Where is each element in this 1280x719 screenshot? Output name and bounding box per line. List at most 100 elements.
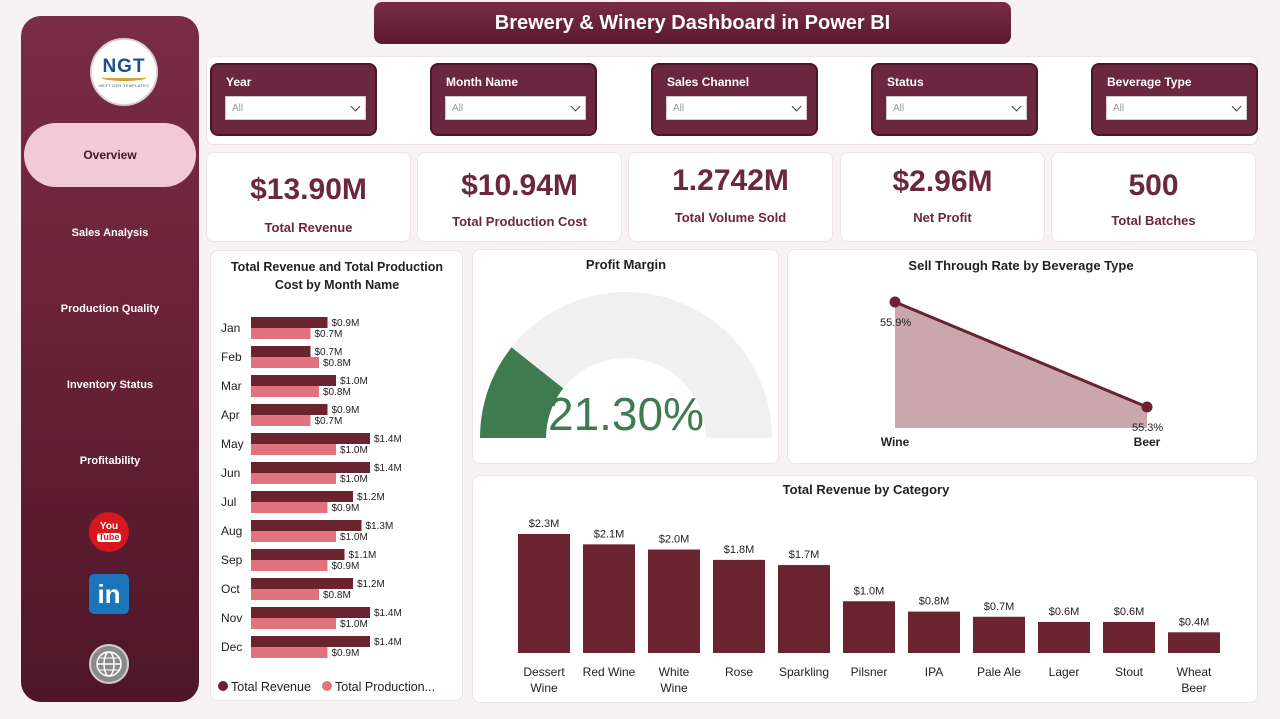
sell-through-rate-chart: Sell Through Rate by Beverage Type 55.9% 5… (880, 258, 1163, 449)
profit-margin-gauge: Profit Margin 21.30% (480, 257, 772, 440)
filter-month-name-value: All (452, 103, 464, 114)
kpi-value: 500 (1128, 169, 1179, 202)
month-label: Sep (221, 553, 243, 567)
production-cost-data-label: $1.0M (340, 532, 368, 543)
page-title: Brewery & Winery Dashboard in Power BI (374, 2, 1011, 44)
gauge-value-label: 21.30% (548, 388, 704, 440)
youtube-icon[interactable]: You Tube (89, 512, 129, 552)
revenue-bar (251, 491, 353, 502)
revenue-data-label: $1.4M (374, 463, 402, 474)
nav-profitability[interactable]: Profitability (21, 455, 199, 467)
production-cost-data-label: $0.8M (323, 358, 351, 369)
category-data-label: $0.8M (919, 596, 950, 608)
filter-year-select[interactable]: All (225, 96, 366, 120)
revenue-data-label: $1.4M (374, 608, 402, 619)
production-cost-data-label: $1.0M (340, 474, 368, 485)
filter-beverage-type-select[interactable]: All (1106, 96, 1247, 120)
category-axis-label: IPA (925, 665, 943, 679)
revenue-data-label: $1.4M (374, 637, 402, 648)
filter-beverage-type-label: Beverage Type (1107, 75, 1192, 89)
production-cost-bar (251, 531, 336, 542)
revenue-bar (251, 375, 336, 386)
category-axis-label: Red Wine (583, 665, 636, 679)
production-cost-bar (251, 444, 336, 455)
filter-month-name-label: Month Name (446, 75, 518, 89)
production-cost-data-label: $0.8M (323, 590, 351, 601)
category-bar (648, 549, 700, 653)
area-chart-title: Sell Through Rate by Beverage Type (908, 258, 1133, 273)
category-label: Wine (881, 435, 910, 449)
filter-sales-channel-label: Sales Channel (667, 75, 750, 89)
month-label: Aug (221, 524, 242, 538)
legend-production-label: Total Production... (335, 680, 435, 694)
filter-sales-channel: Sales Channel All (651, 63, 818, 136)
category-axis-label: Dessert (523, 665, 565, 679)
production-cost-data-label: $0.9M (332, 503, 360, 514)
logo-wave-icon (101, 74, 147, 81)
kpi-total-revenue: $13.90M Total Revenue (206, 152, 411, 242)
filter-status-label: Status (887, 75, 924, 89)
category-axis-label: Sparkling (779, 665, 829, 679)
logo-tagline: NEXT GEN TEMPLATES (98, 82, 150, 88)
month-label: Dec (221, 640, 242, 654)
linkedin-icon[interactable]: in (89, 574, 129, 614)
data-point (889, 296, 901, 308)
filter-sales-channel-select[interactable]: All (666, 96, 807, 120)
category-axis-label: Lager (1049, 665, 1080, 679)
category-axis-label: Stout (1115, 665, 1144, 679)
category-data-label: $1.7M (789, 549, 820, 561)
month-label: May (221, 437, 244, 451)
filter-status-select[interactable]: All (886, 96, 1027, 120)
youtube-icon-top: You (99, 521, 119, 532)
revenue-data-label: $1.0M (340, 376, 368, 387)
kpi-total-batches: 500 Total Batches (1051, 152, 1256, 242)
chevron-down-icon (570, 101, 581, 112)
kpi-label: Total Production Cost (452, 214, 587, 229)
revenue-data-label: $0.9M (332, 318, 360, 329)
chart-title-line-1: Total Revenue and Total Production (231, 260, 443, 274)
kpi-label: Total Volume Sold (674, 210, 787, 225)
nav-sales-analysis[interactable]: Sales Analysis (21, 227, 199, 239)
revenue-data-label: $0.9M (332, 405, 360, 416)
category-revenue-chart: Total Revenue by Category $2.3M Dessert Win… (518, 482, 1220, 695)
linkedin-icon-text: in (97, 578, 121, 609)
filter-month-name-select[interactable]: All (445, 96, 586, 120)
kpi-value: $13.90M (250, 173, 367, 206)
area-fill (895, 302, 1147, 428)
website-globe-icon[interactable] (89, 644, 129, 684)
nav-overview[interactable]: Overview (24, 123, 196, 187)
category-axis-label: Beer (1181, 681, 1206, 695)
category-bar (1168, 632, 1220, 653)
category-axis-label: Pilsner (851, 665, 888, 679)
gauge-title: Profit Margin (586, 257, 666, 272)
category-bar (1103, 621, 1155, 653)
production-cost-bar (251, 618, 336, 629)
revenue-data-label: $1.2M (357, 492, 385, 503)
category-axis-label: Wine (660, 681, 688, 695)
chevron-down-icon (1231, 101, 1242, 112)
revenue-bar (251, 346, 311, 357)
filter-year: Year All (210, 63, 377, 136)
kpi-value: 1.2742M (672, 164, 789, 197)
chevron-down-icon (350, 101, 361, 112)
sidebar: NGT NEXT GEN TEMPLATES Overview Sales An… (21, 16, 199, 702)
nav-inventory-status-label: Inventory Status (66, 379, 154, 391)
category-label: Beer (1134, 435, 1161, 449)
category-bar (583, 544, 635, 653)
revenue-bar (251, 462, 370, 473)
nav-inventory-status[interactable]: Inventory Status (21, 379, 199, 391)
revenue-data-label: $1.4M (374, 434, 402, 445)
ngt-logo: NGT NEXT GEN TEMPLATES (90, 38, 158, 106)
production-cost-data-label: $1.0M (340, 445, 368, 456)
logo-mark: NGT (102, 55, 146, 77)
filter-year-label: Year (226, 75, 252, 89)
gauge-fill (480, 347, 564, 438)
production-cost-bar (251, 357, 319, 368)
nav-sales-analysis-label: Sales Analysis (71, 227, 149, 239)
category-bar (843, 601, 895, 653)
nav-production-quality[interactable]: Production Quality (21, 303, 199, 315)
category-bar (713, 559, 765, 653)
kpi-label: Total Revenue (264, 220, 353, 235)
nav-profitability-label: Profitability (79, 455, 141, 467)
